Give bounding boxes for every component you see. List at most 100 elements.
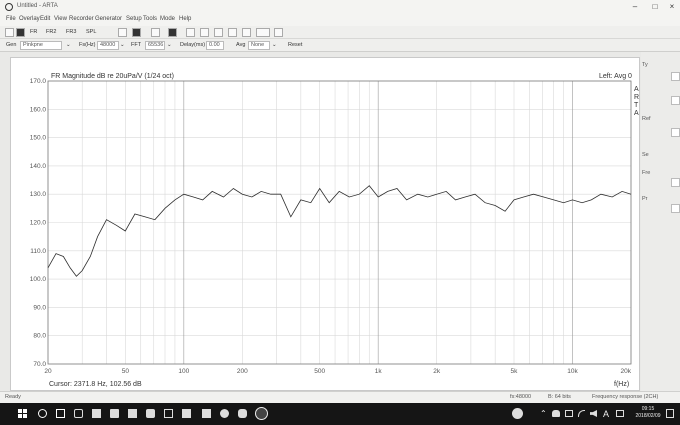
spl-button[interactable]: SPL xyxy=(86,29,97,35)
clock-time: 09:15 xyxy=(641,406,655,412)
avatar[interactable] xyxy=(512,408,523,419)
menu-file[interactable]: File xyxy=(6,16,16,22)
y-axis-ticks: 170.0 160.0 150.0 140.0 130.0 120.0 110.0 100.0… xyxy=(30,78,47,368)
arta-letter-t: T xyxy=(634,102,639,109)
right-panel-control[interactable] xyxy=(671,204,680,213)
fr3-button[interactable]: FR3 xyxy=(66,29,77,35)
chart-panel[interactable]: 170.0 160.0 150.0 140.0 130.0 120.0 110.0 100.0… xyxy=(10,57,640,391)
folder-icon[interactable] xyxy=(202,409,211,418)
notification-icon[interactable] xyxy=(666,409,674,418)
window-title: Untitled - ARTA xyxy=(17,3,58,9)
right-panel-control[interactable] xyxy=(671,96,680,105)
x-unit-label: f(Hz) xyxy=(614,381,629,388)
reset-button[interactable]: Reset xyxy=(288,42,303,48)
fs-select[interactable]: 48000 xyxy=(97,41,119,50)
grid-icon[interactable] xyxy=(274,28,283,37)
y-tick-label: 140.0 xyxy=(30,163,47,170)
chevron-down-icon[interactable]: ⌄ xyxy=(66,42,71,48)
menu-help[interactable]: Help xyxy=(179,16,192,22)
x-tick-label: 1k xyxy=(375,368,383,375)
menu-generator[interactable]: Generator xyxy=(95,16,123,22)
minimize-button[interactable]: – xyxy=(632,2,638,11)
right-panel-control[interactable] xyxy=(671,178,680,187)
fft-label: FFT xyxy=(131,42,142,48)
store-icon[interactable] xyxy=(110,409,119,418)
menu-setup[interactable]: Setup xyxy=(126,16,142,22)
display-icon[interactable] xyxy=(256,28,270,37)
chart-grid xyxy=(48,81,631,364)
x-tick-label: 10k xyxy=(567,368,578,375)
cursor-icon[interactable] xyxy=(228,28,237,37)
avg-select[interactable]: None xyxy=(248,41,270,50)
clock-date: 2018/02/09 xyxy=(635,413,661,419)
y-tick-label: 100.0 xyxy=(30,276,47,283)
x-tick-label: 2k xyxy=(433,368,441,375)
search-icon[interactable] xyxy=(38,409,47,418)
fft-select[interactable]: 65536 xyxy=(145,41,165,50)
chevron-down-icon[interactable]: ⌄ xyxy=(167,42,172,48)
fr-button[interactable]: FR xyxy=(30,29,38,35)
app-icon[interactable] xyxy=(238,409,247,418)
input-language[interactable]: A xyxy=(603,409,610,419)
settings-toolbar: Gen Pinkpne ⌄ Fs(Hz) 48000 ⌄ FFT 65536 ⌄… xyxy=(0,39,680,52)
network-icon[interactable] xyxy=(578,410,585,417)
right-panel-label: Ty xyxy=(642,62,648,68)
menu-overlay[interactable]: Overlay xyxy=(19,16,40,22)
new-file-icon[interactable] xyxy=(5,28,14,37)
right-panel: Ty Ref Se Fre Pr xyxy=(641,52,680,392)
chevron-down-icon[interactable]: ⌄ xyxy=(120,42,125,48)
generator-icon[interactable] xyxy=(151,28,160,37)
zoom-in-icon[interactable] xyxy=(186,28,195,37)
avg-label: Avg xyxy=(236,42,246,48)
right-panel-control[interactable] xyxy=(671,72,680,81)
maximize-button[interactable]: □ xyxy=(652,2,658,11)
menu-bar: File Overlay Edit View Recorder Generato… xyxy=(0,14,680,26)
clock[interactable]: 09:15 2018/02/09 xyxy=(631,406,665,420)
y-tick-label: 160.0 xyxy=(30,106,47,113)
start-icon[interactable] xyxy=(18,409,27,418)
explorer-icon[interactable] xyxy=(92,409,101,418)
settings-icon[interactable] xyxy=(164,409,173,418)
overlay-icon[interactable] xyxy=(242,28,251,37)
delay-field[interactable]: 0.00 xyxy=(206,41,224,50)
x-tick-label: 20k xyxy=(621,368,632,375)
menu-recorder[interactable]: Recorder xyxy=(69,16,94,22)
x-axis-ticks: 20 50 100 200 500 1k 2k 5k 10k 20k xyxy=(44,368,631,375)
speaker-icon[interactable] xyxy=(590,410,597,417)
fr2-button[interactable]: FR2 xyxy=(46,29,57,35)
generator-select[interactable]: Pinkpne xyxy=(20,41,62,50)
close-button[interactable]: × xyxy=(669,2,675,11)
keyboard-icon[interactable] xyxy=(616,410,624,417)
fs-label: Fs(Hz) xyxy=(79,42,96,48)
right-panel-control[interactable] xyxy=(671,128,680,137)
stop-icon[interactable] xyxy=(132,28,141,37)
arta-letter-a: A xyxy=(634,86,639,93)
arta-taskbar-icon[interactable] xyxy=(255,407,268,420)
cursor-readout: Cursor: 2371.8 Hz, 102.56 dB xyxy=(49,381,142,388)
menu-view[interactable]: View xyxy=(54,16,67,22)
photos-icon[interactable] xyxy=(146,409,155,418)
taskbar: ⌃ A 09:15 2018/02/09 xyxy=(0,403,680,425)
pause-icon[interactable] xyxy=(168,28,177,37)
chevron-down-icon[interactable]: ⌄ xyxy=(272,42,277,48)
y-tick-label: 130.0 xyxy=(30,191,47,198)
status-ready: Ready xyxy=(5,394,21,400)
menu-edit[interactable]: Edit xyxy=(40,16,51,22)
avg-label: Left: Avg 0 xyxy=(599,73,632,80)
zoom-out-icon[interactable] xyxy=(200,28,209,37)
chevron-up-icon[interactable]: ⌃ xyxy=(540,409,547,418)
edge-icon[interactable] xyxy=(74,409,83,418)
right-panel-label: Pr xyxy=(642,196,648,202)
fit-icon[interactable] xyxy=(214,28,223,37)
calc-icon[interactable] xyxy=(182,409,191,418)
menu-mode[interactable]: Mode xyxy=(160,16,176,22)
mail-icon[interactable] xyxy=(128,409,137,418)
task-view-icon[interactable] xyxy=(56,409,65,418)
cloud-icon[interactable] xyxy=(552,410,560,417)
app-icon[interactable] xyxy=(220,409,229,418)
menu-tools[interactable]: Tools xyxy=(143,16,158,22)
frequency-response-chart[interactable]: 170.0 160.0 150.0 140.0 130.0 120.0 110.0 100.0… xyxy=(11,58,641,392)
record-icon[interactable] xyxy=(118,28,127,37)
open-file-icon[interactable] xyxy=(16,28,25,37)
battery-icon[interactable] xyxy=(565,410,573,417)
